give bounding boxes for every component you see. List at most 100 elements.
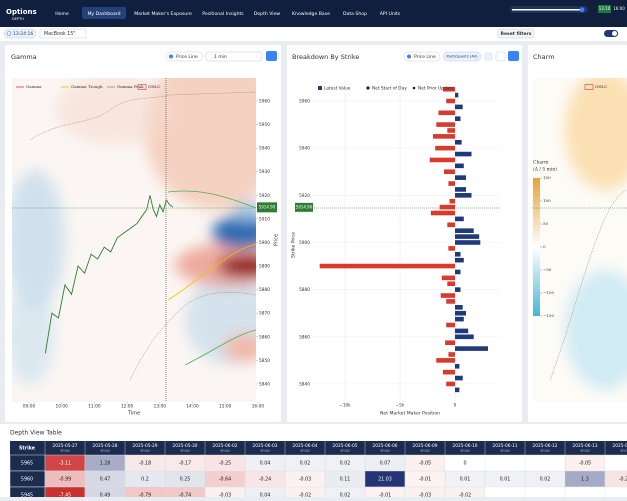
nav-item[interactable]: Depth View [254,11,281,17]
bar [448,352,455,357]
price-line-label: Price Line [414,54,436,60]
cell-value: 0.04 [260,493,271,498]
y-tick-label: 5870 [259,311,270,317]
bar [447,281,455,287]
nav-item[interactable]: Knowledge Base [292,11,330,17]
nav-item[interactable]: Home [55,11,69,17]
charm-title: Charm [533,53,555,61]
x-tick-label: 10:00 [56,404,69,410]
add-button[interactable] [484,52,493,61]
bar [435,145,455,151]
y-tick-label: 5860 [259,334,270,340]
nav-item[interactable]: API Units [380,11,401,17]
time: 13:24:16 [13,31,33,37]
nav-item[interactable]: Market Maker's Exposure [134,11,192,17]
gamma-heatmap [12,78,256,402]
device-select[interactable] [39,28,87,39]
header-cell: Strike [19,446,36,452]
interval: 1 min [214,54,227,60]
cell [524,454,566,472]
header-root: SPXW [260,449,270,453]
bar [438,110,455,116]
header-date: 2025-06-11 [493,443,518,449]
cell-value: 0.11 [340,477,351,483]
price-line-toggle[interactable] [403,51,441,62]
price-tag [295,202,313,212]
radio [169,54,173,59]
cell-value: 0.02 [340,461,351,467]
bar [436,122,455,127]
y-tick-label: 5840 [259,381,270,387]
y-tick-label: 5850 [259,358,270,364]
cell [524,486,566,501]
price-line-toggle[interactable] [165,51,204,62]
cell-value: 0.02 [300,461,311,467]
menu-button[interactable] [495,51,506,62]
bar [448,246,455,251]
bar [455,375,463,381]
header-root: SPXW [140,449,150,453]
header-root: SPXW [220,449,230,453]
range-start: 13:10 [599,6,611,11]
x-tick-label: 13:00 [154,404,167,410]
bar [447,128,455,133]
nav-item[interactable]: Data Shop [343,11,367,17]
bar [455,251,461,257]
header-root: SPXW [340,449,350,453]
bar [447,222,455,228]
range-start-bg [598,5,611,13]
header-root: SPXW [300,449,310,453]
x-tick-label: 12:00 [121,404,134,410]
device: MacBook 15" [44,31,76,37]
cell-value: 0.04 [260,461,271,467]
nav-item[interactable]: Positional Insights [202,11,244,17]
cell-value: -0.18 [139,461,151,467]
y-tick-label: 5900 [299,240,310,246]
cell-value: -0.02 [459,493,471,498]
cell [604,486,627,501]
cell-value: -0.25 [219,461,231,467]
bar [446,299,455,304]
bar [455,287,461,292]
strike-label: 5945 [21,493,33,498]
legend-label: Gamma [26,84,42,89]
table-title: Depth View Table [10,430,62,437]
price-line-label: Price Line [176,54,198,60]
reset-button[interactable] [497,28,535,39]
x-axis-label: Net Market Maker Position [380,411,440,417]
colorbar-tick-label: 0 [543,244,546,249]
colorbar-unit: (Δ / 5 min) [533,166,557,173]
bar [446,381,455,387]
legend-label: Net Prior Update [418,86,454,92]
header-root: SPXW [620,449,627,453]
cell-value: -0.24 [259,477,271,483]
cell-value: 1.3 [581,477,589,483]
time-chip[interactable] [3,28,37,39]
bar [455,163,464,169]
bar [449,198,455,204]
bar [441,275,455,281]
reset-label: Reset filters [501,31,532,37]
participants-select[interactable] [442,51,482,62]
legend-label: OHLC [148,84,160,89]
bar [455,387,460,393]
y-tick-label: 5920 [299,193,310,199]
y-tick-label: 5950 [259,122,270,128]
legend-label: Net Start of Day [372,86,407,92]
bar [442,369,455,375]
bar [440,293,455,298]
settings-button[interactable] [266,51,277,61]
cell-value: -0.17 [179,461,191,467]
slider-track [512,9,582,11]
legend-label: OHLC [595,84,607,89]
interval-select[interactable] [205,51,263,62]
legend-swatch [412,86,416,90]
nav-item[interactable]: My Dashboard [87,11,120,17]
settings-button[interactable] [508,51,519,61]
y-tick-label: 5840 [299,381,310,387]
bar [433,134,455,139]
colorbar-tick-label: −150 [543,313,554,318]
slider-handle[interactable] [579,7,585,13]
cell-value: 0.02 [340,493,351,498]
